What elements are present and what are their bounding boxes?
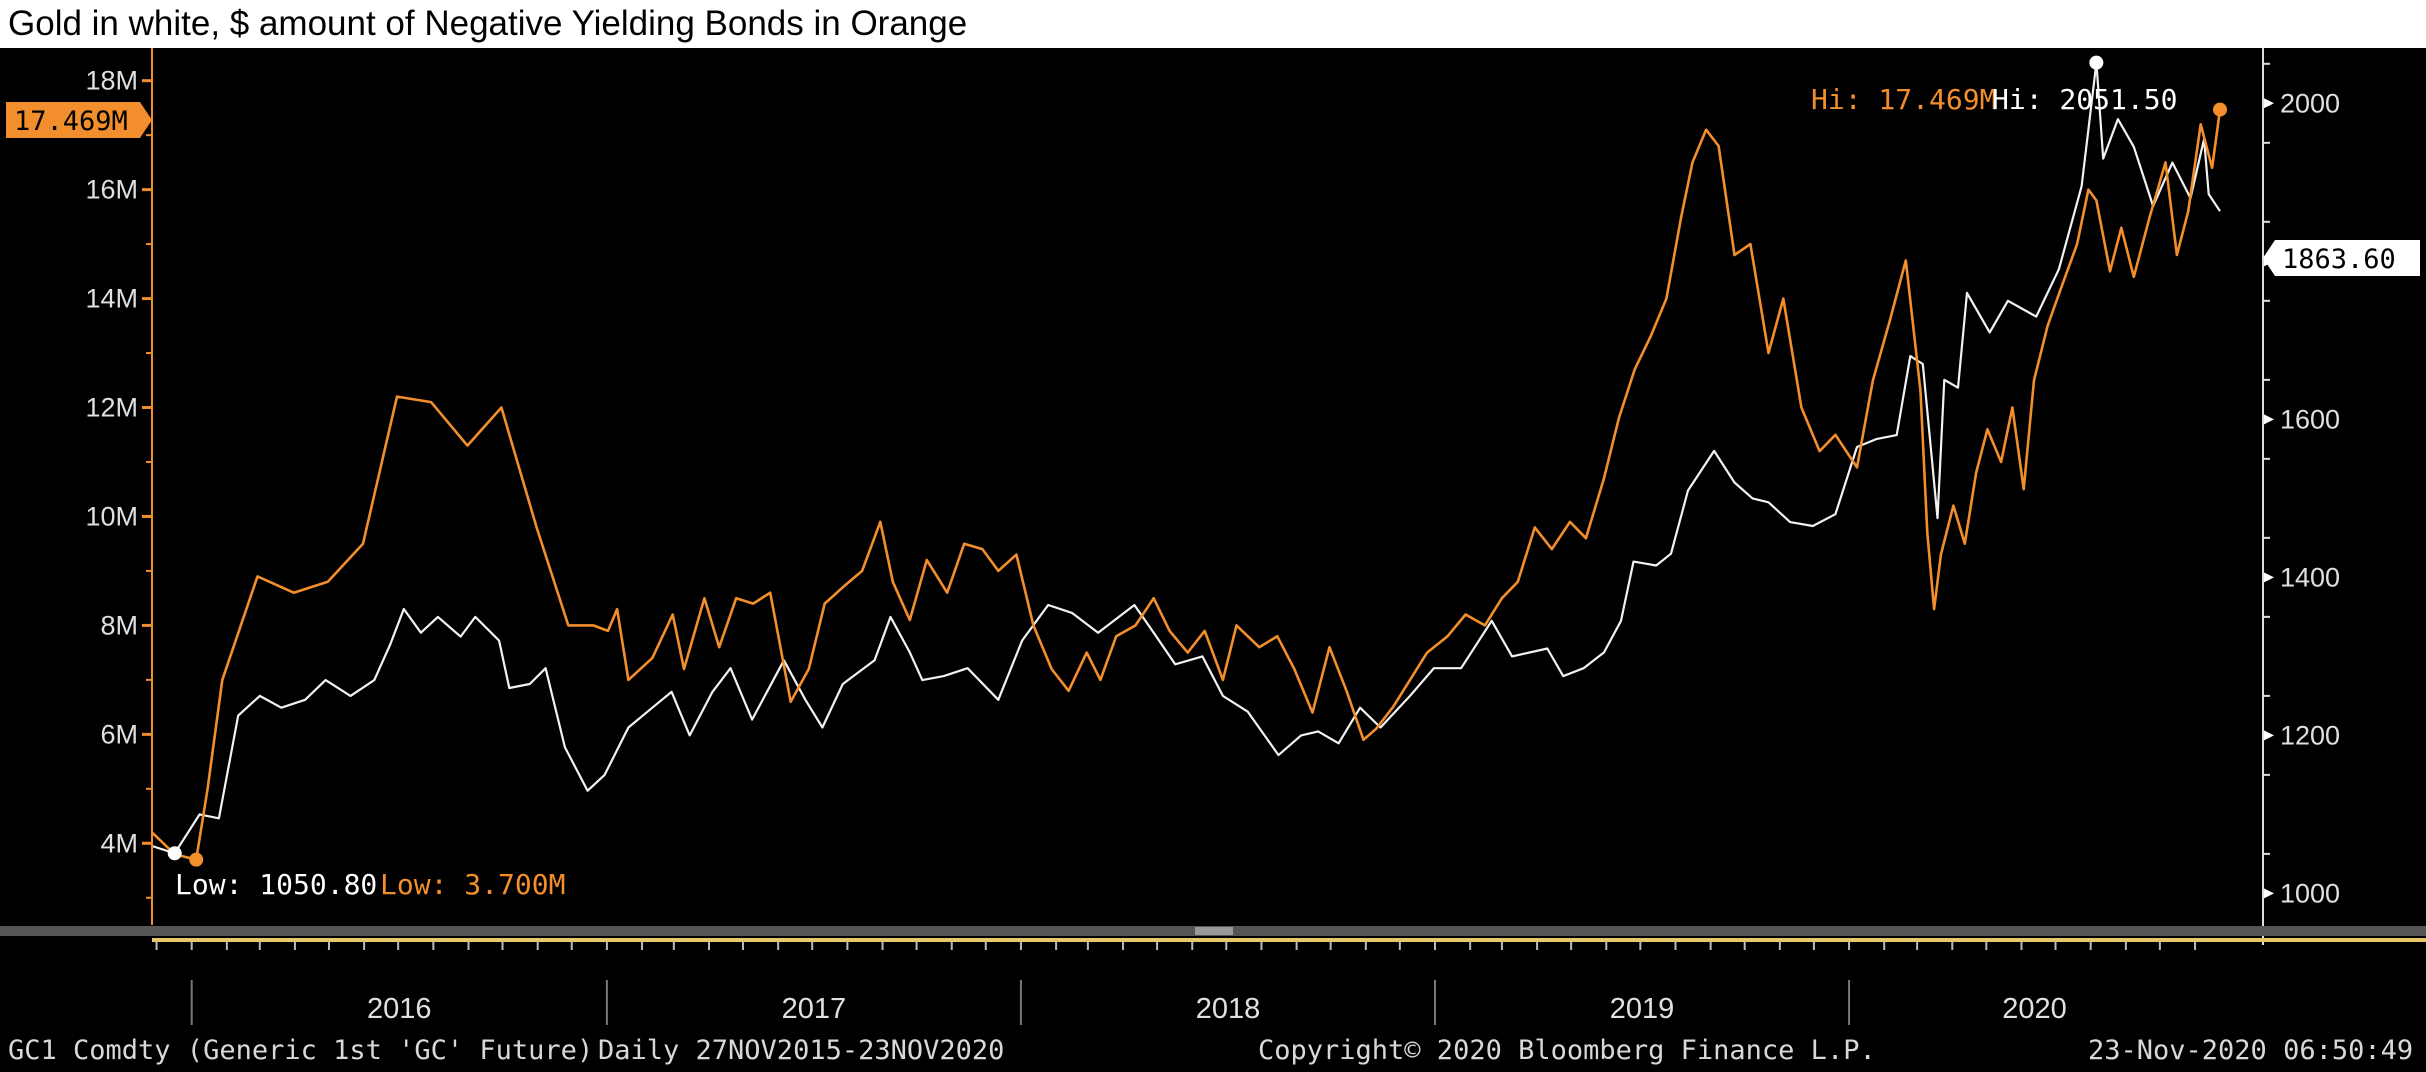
gold-series <box>151 61 2221 855</box>
bonds-last-value-tag: 17.469M <box>6 102 152 138</box>
right-tick-label: 1200 <box>2280 720 2340 750</box>
year-label: 2016 <box>367 993 432 1025</box>
gold-high-label: Hi: 2051.50 <box>1992 83 2177 116</box>
year-label: 2020 <box>2002 993 2067 1025</box>
scroll-grip[interactable] <box>1195 927 1233 935</box>
gold-low-marker <box>167 846 182 861</box>
bloomberg-chart[interactable]: 4M 6M 8M 10M 12M 14M 16M 18M 1000 1200 1400 1600 18… <box>0 48 2426 1033</box>
chart-background <box>0 48 2426 1033</box>
right-tick-mark <box>2264 888 2274 899</box>
right-tick-label: 1600 <box>2280 404 2340 434</box>
year-label: 2017 <box>782 993 847 1025</box>
bonds-last-value-text: 17.469M <box>14 106 128 137</box>
right-tick-mark <box>2264 414 2274 425</box>
bonds-line <box>151 109 2222 861</box>
left-tick-label: 6M <box>100 719 138 749</box>
right-tick-mark <box>2264 572 2274 583</box>
right-tick-label: 2000 <box>2280 88 2340 118</box>
left-tick-label: 14M <box>85 284 138 314</box>
bonds-series <box>151 109 2222 861</box>
bonds-low-label: Low: 3.700M <box>380 868 565 901</box>
left-tick-label: 12M <box>85 393 138 423</box>
footer-timestamp: 23-Nov-2020 06:50:49 <box>2088 1035 2414 1066</box>
left-tick-label: 16M <box>85 175 138 205</box>
footer-copyright: Copyright© 2020 Bloomberg Finance L.P. <box>1258 1035 1876 1066</box>
left-tick-label: 10M <box>85 501 138 531</box>
gold-low-label: Low: 1050.80 <box>175 868 377 901</box>
year-label: 2018 <box>1196 993 1261 1025</box>
chart-footer: GC1 Comdty (Generic 1st 'GC' Future) Dai… <box>0 1033 2426 1072</box>
gold-last-value-text: 1863.60 <box>2282 244 2396 275</box>
bonds-high-label: Hi: 17.469M <box>1811 83 1996 116</box>
left-tick-label: 8M <box>100 610 138 640</box>
bonds-high-marker <box>2213 102 2227 117</box>
right-tick-label: 1000 <box>2280 878 2340 908</box>
footer-range: Daily 27NOV2015-23NOV2020 <box>598 1035 1005 1066</box>
footer-ticker: GC1 Comdty (Generic 1st 'GC' Future) <box>8 1035 594 1066</box>
bonds-low-marker <box>189 852 204 867</box>
left-axis: 4M 6M 8M 10M 12M 14M 16M 18M <box>85 48 153 925</box>
bonds-last-value-box <box>6 102 152 138</box>
gold-line <box>151 61 2221 855</box>
time-axis: 2016 2017 2018 2019 2020 <box>155 941 2197 1025</box>
left-tick-label: 4M <box>100 828 138 858</box>
chart-caption: Gold in white, $ amount of Negative Yiel… <box>8 4 968 43</box>
navigator <box>0 926 2426 942</box>
gold-last-value-box <box>2263 240 2420 276</box>
right-tick-mark <box>2264 98 2274 109</box>
year-label: 2019 <box>1610 993 1675 1025</box>
annotation-layer: Hi: 17.469M Hi: 2051.50 Low: 1050.80 Low… <box>167 55 2227 901</box>
right-tick-label: 1400 <box>2280 562 2340 592</box>
gold-high-marker <box>2089 55 2104 70</box>
left-tick-label: 18M <box>85 66 138 96</box>
right-tick-mark <box>2264 730 2274 741</box>
gold-last-value-tag: 1863.60 <box>2263 240 2420 276</box>
